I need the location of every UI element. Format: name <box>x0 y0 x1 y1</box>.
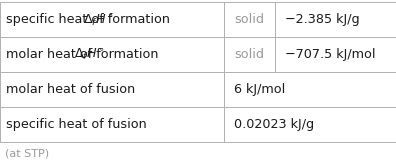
Text: specific heat of fusion: specific heat of fusion <box>6 118 147 131</box>
Text: solid: solid <box>234 13 265 26</box>
Text: (at STP): (at STP) <box>5 148 49 158</box>
Text: $\Delta_f H^\circ$: $\Delta_f H^\circ$ <box>83 12 114 28</box>
Text: −707.5 kJ/mol: −707.5 kJ/mol <box>285 48 376 61</box>
Text: solid: solid <box>234 48 265 61</box>
Bar <box>0 2 396 37</box>
Text: 6 kJ/mol: 6 kJ/mol <box>234 83 285 96</box>
Text: specific heat of formation: specific heat of formation <box>6 13 174 26</box>
Bar <box>0 37 396 72</box>
Text: molar heat of formation: molar heat of formation <box>6 48 162 61</box>
Text: 0.02023 kJ/g: 0.02023 kJ/g <box>234 118 314 131</box>
Text: molar heat of fusion: molar heat of fusion <box>6 83 135 96</box>
Text: $\Delta_f H^\circ$: $\Delta_f H^\circ$ <box>74 47 105 62</box>
Text: −2.385 kJ/g: −2.385 kJ/g <box>285 13 360 26</box>
Bar <box>0 72 396 107</box>
Bar <box>0 107 396 142</box>
Bar <box>0 2 396 142</box>
